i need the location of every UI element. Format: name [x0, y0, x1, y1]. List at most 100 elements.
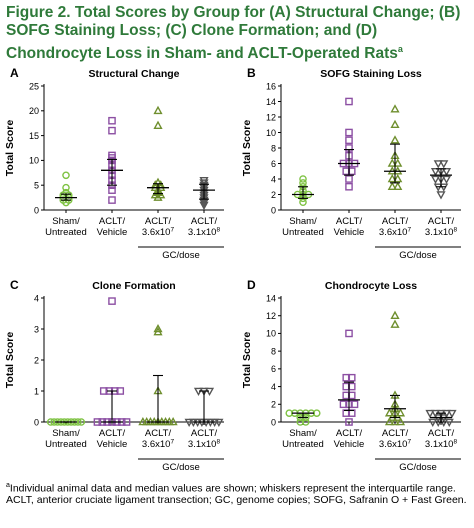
panel-a: A Structural Change Total Score 0 5 10 15 20 25 S…	[4, 66, 224, 261]
data-point	[342, 373, 351, 382]
footnote-a-text: Individual animal data and median values…	[9, 482, 456, 495]
y-tick-label: 8	[271, 346, 276, 356]
panel-d: D Chondrocyte Loss Total Score 0 2 4 6 8 10 12 14 S…	[241, 278, 461, 473]
x-tick-label: ACLT/3.6x107	[142, 216, 175, 238]
x-tick-label: Sham/Untreated	[45, 428, 87, 450]
data-point	[299, 175, 307, 183]
panel-a-title: Structural Change	[88, 68, 179, 80]
y-tick-label: 0	[34, 417, 39, 427]
x-tick-label: ACLT/3.1x108	[425, 216, 458, 238]
footnote-a: aIndividual animal data and median value…	[6, 480, 472, 495]
data-point	[441, 175, 452, 185]
footnote-abbreviations: ACLT, anterior cruciate ligament transec…	[6, 494, 467, 506]
data-point	[384, 408, 395, 417]
data-point	[108, 126, 116, 135]
y-axis-label: Total Score	[4, 332, 16, 389]
data-point	[199, 179, 209, 188]
data-point	[93, 418, 102, 426]
data-point	[393, 158, 403, 167]
y-tick-label: 4	[271, 382, 276, 392]
data-point	[345, 128, 353, 137]
panel-d-letter: D	[247, 278, 256, 292]
data-point	[153, 120, 163, 129]
y-tick-label: 3	[34, 324, 39, 334]
y-axis-label: Total Score	[241, 332, 253, 389]
data-point	[77, 418, 86, 426]
y-tick-label: 6	[271, 364, 276, 374]
data-point	[345, 182, 353, 191]
x-tick-label: ACLT/Vehicle	[97, 216, 128, 238]
y-tick-label: 16	[266, 81, 276, 91]
data-point	[108, 116, 116, 125]
y-tick-label: 0	[271, 205, 276, 215]
data-point	[393, 181, 403, 191]
x-tick-label: ACLT/Vehicle	[334, 216, 365, 238]
y-tick-label: 2	[271, 400, 276, 410]
y-tick-label: 6	[271, 159, 276, 169]
dose-bracket-label: GC/dose	[399, 250, 437, 261]
x-tick-label: Sham/Untreated	[45, 216, 87, 238]
y-tick-label: 4	[34, 293, 39, 303]
panel-b: B SOFG Staining Loss Total Score 0 2 4 6 8 10 12 1…	[241, 66, 461, 261]
y-tick-label: 25	[29, 81, 39, 91]
data-point	[214, 418, 224, 428]
data-point	[299, 179, 307, 187]
data-point	[390, 119, 400, 129]
data-point	[339, 400, 348, 409]
y-tick-label: 2	[271, 190, 276, 200]
figure-title: Figure 2. Total Scores by Group for (A) …	[6, 4, 472, 63]
data-point	[108, 297, 116, 305]
y-tick-label: 2	[34, 355, 39, 365]
data-point	[436, 191, 446, 200]
data-point	[345, 418, 353, 426]
x-tick-label: ACLT/3.1x108	[188, 428, 221, 450]
x-tick-label: Sham/Untreated	[282, 428, 324, 450]
data-point	[395, 408, 406, 417]
x-tick-label: ACLT/Vehicle	[97, 428, 128, 450]
data-point	[387, 173, 397, 183]
data-point	[347, 373, 356, 382]
data-point	[345, 136, 353, 145]
footnotes: aIndividual animal data and median value…	[6, 480, 472, 507]
data-point	[345, 97, 353, 106]
y-tick-label: 15	[29, 131, 39, 141]
y-tick-label: 20	[29, 106, 39, 116]
data-point	[301, 418, 310, 426]
y-tick-label: 4	[271, 174, 276, 184]
data-point	[62, 183, 70, 192]
data-point	[447, 409, 457, 419]
x-tick-label: ACLT/3.6x107	[379, 428, 412, 450]
figure-title-text: Figure 2. Total Scores by Group for (A) …	[6, 4, 461, 63]
y-tick-label: 5	[34, 181, 39, 191]
data-point	[168, 416, 178, 426]
y-tick-label: 12	[266, 311, 276, 321]
data-point	[122, 418, 131, 426]
data-point	[184, 418, 194, 428]
x-tick-label: Sham/Untreated	[282, 216, 324, 238]
footnote-a-mark: a	[6, 482, 10, 489]
x-tick-label: ACLT/3.6x107	[142, 428, 175, 450]
data-point	[116, 387, 125, 395]
data-point	[345, 329, 353, 338]
panel-b-title: SOFG Staining Loss	[320, 68, 422, 80]
panel-a-letter: A	[10, 66, 19, 80]
data-point	[390, 319, 400, 328]
data-point	[387, 158, 397, 167]
data-point	[350, 400, 359, 409]
y-tick-label: 1	[34, 386, 39, 396]
x-tick-label: ACLT/Vehicle	[334, 428, 365, 450]
data-point	[390, 416, 400, 426]
data-point	[444, 418, 454, 428]
data-point	[441, 167, 452, 177]
data-point	[108, 186, 116, 194]
y-axis-label: Total Score	[241, 120, 253, 177]
data-point	[439, 160, 449, 169]
data-point	[390, 135, 400, 144]
figure-title-footnote-mark: a	[397, 44, 403, 54]
data-point	[62, 171, 70, 180]
panel-b-letter: B	[247, 66, 256, 80]
panel-c: C Clone Formation Total Score 0 1 2 3 4 Sham/Unt…	[4, 278, 224, 473]
y-tick-label: 10	[266, 329, 276, 339]
data-point	[199, 176, 209, 186]
